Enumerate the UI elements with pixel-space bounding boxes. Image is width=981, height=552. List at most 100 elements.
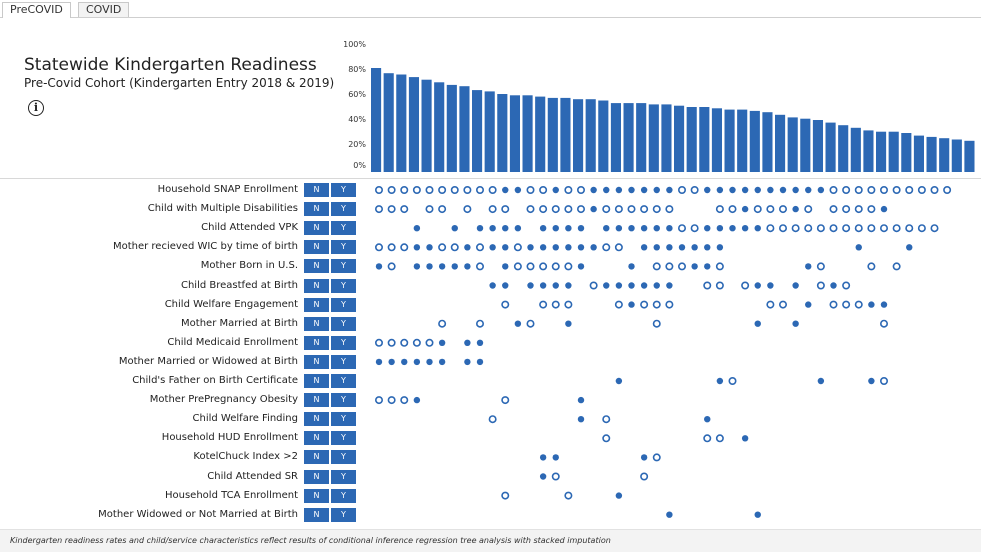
readiness-bar[interactable]: [711, 108, 723, 172]
filter-y-button[interactable]: Y: [331, 297, 356, 312]
filter-n-button[interactable]: N: [304, 431, 329, 446]
filter-n-button[interactable]: N: [304, 374, 329, 388]
readiness-bar[interactable]: [459, 86, 470, 172]
readiness-bar[interactable]: [408, 77, 420, 172]
readiness-bar[interactable]: [623, 103, 634, 172]
info-icon[interactable]: i: [28, 100, 44, 116]
open-dot: [551, 472, 560, 481]
filter-y-button[interactable]: Y: [331, 450, 356, 465]
readiness-bar[interactable]: [661, 104, 672, 172]
filter-n-button[interactable]: N: [304, 278, 329, 293]
filter-y-button[interactable]: Y: [331, 259, 356, 274]
readiness-bar[interactable]: [888, 131, 899, 172]
filter-y-button[interactable]: Y: [331, 221, 356, 236]
filter-y-button[interactable]: Y: [331, 202, 356, 217]
readiness-bar[interactable]: [598, 100, 609, 173]
filled-dot: [754, 511, 761, 518]
readiness-bar[interactable]: [585, 99, 596, 172]
readiness-bar[interactable]: [396, 74, 407, 173]
open-dot: [690, 186, 699, 195]
readiness-bar[interactable]: [648, 104, 659, 172]
readiness-bar[interactable]: [850, 127, 861, 172]
readiness-bar[interactable]: [522, 95, 533, 172]
readiness-bar[interactable]: [421, 79, 432, 172]
filter-y-button[interactable]: Y: [331, 431, 356, 446]
y-tick-label: 80%: [348, 65, 366, 74]
filled-dot: [464, 263, 471, 270]
open-dot: [400, 205, 409, 214]
filter-n-button[interactable]: N: [304, 240, 329, 255]
readiness-bar[interactable]: [371, 68, 382, 172]
readiness-bar[interactable]: [749, 110, 760, 172]
filter-y-button[interactable]: Y: [331, 240, 356, 255]
tab-covid[interactable]: COVID: [78, 2, 130, 17]
filter-y-button[interactable]: Y: [331, 354, 356, 369]
open-dot: [488, 415, 497, 424]
readiness-bar[interactable]: [484, 91, 495, 172]
readiness-bar[interactable]: [434, 82, 445, 172]
filter-y-button[interactable]: Y: [331, 393, 356, 408]
readiness-bar[interactable]: [901, 133, 912, 172]
readiness-bar[interactable]: [812, 120, 824, 172]
readiness-bar[interactable]: [724, 109, 735, 172]
filter-y-button[interactable]: Y: [331, 374, 356, 388]
filter-n-button[interactable]: N: [304, 488, 329, 503]
filter-n-button[interactable]: N: [304, 507, 329, 522]
readiness-bar[interactable]: [762, 112, 773, 172]
filter-y-button[interactable]: Y: [331, 469, 356, 484]
filter-n-button[interactable]: N: [304, 202, 329, 217]
filter-n-button[interactable]: N: [304, 354, 329, 369]
readiness-bar[interactable]: [913, 135, 925, 172]
readiness-bar[interactable]: [610, 103, 622, 172]
readiness-bar[interactable]: [800, 118, 811, 172]
readiness-bar[interactable]: [863, 130, 874, 172]
readiness-bar[interactable]: [737, 109, 748, 172]
readiness-bar[interactable]: [775, 114, 786, 172]
tab-precovid[interactable]: PreCOVID: [2, 2, 71, 18]
filter-n-button[interactable]: N: [304, 259, 329, 274]
readiness-bar[interactable]: [876, 131, 887, 172]
filter-y-button[interactable]: Y: [331, 183, 356, 197]
readiness-bar[interactable]: [509, 95, 521, 172]
readiness-bar[interactable]: [926, 136, 937, 172]
filter-y-button[interactable]: Y: [331, 507, 356, 522]
row-label: Child Medicaid Enrollment: [167, 336, 298, 348]
filled-dot: [741, 435, 749, 442]
readiness-bar[interactable]: [636, 103, 647, 172]
filter-y-button[interactable]: Y: [331, 278, 356, 293]
readiness-bar[interactable]: [674, 105, 685, 172]
open-dot: [677, 262, 686, 271]
readiness-bar[interactable]: [964, 140, 975, 172]
filter-n-button[interactable]: N: [304, 393, 329, 408]
readiness-bar[interactable]: [699, 107, 710, 172]
filter-n-button[interactable]: N: [304, 335, 329, 350]
filter-y-button[interactable]: Y: [331, 488, 356, 503]
readiness-bar[interactable]: [573, 99, 584, 172]
open-dot: [905, 224, 914, 233]
open-dot: [551, 262, 560, 271]
readiness-bar[interactable]: [838, 125, 849, 172]
readiness-bar[interactable]: [951, 139, 962, 173]
filter-y-button[interactable]: Y: [331, 335, 356, 350]
readiness-bar[interactable]: [787, 117, 798, 172]
readiness-bar[interactable]: [686, 107, 697, 172]
readiness-bar[interactable]: [497, 94, 508, 172]
filter-n-button[interactable]: N: [304, 316, 329, 331]
readiness-bar[interactable]: [446, 84, 457, 172]
filter-n-button[interactable]: N: [304, 469, 329, 484]
readiness-bar[interactable]: [535, 96, 546, 172]
filter-y-button[interactable]: Y: [331, 412, 356, 427]
filter-n-button[interactable]: N: [304, 297, 329, 312]
filter-n-button[interactable]: N: [304, 412, 329, 427]
readiness-bar[interactable]: [560, 97, 571, 172]
readiness-bar[interactable]: [383, 73, 394, 172]
filter-y-button[interactable]: Y: [331, 316, 356, 331]
filter-n-button[interactable]: N: [304, 221, 329, 236]
readiness-bar[interactable]: [939, 138, 950, 172]
readiness-bar[interactable]: [547, 97, 558, 172]
filter-n-button[interactable]: N: [304, 183, 329, 197]
readiness-bar[interactable]: [825, 122, 836, 172]
filled-dot: [413, 358, 421, 366]
filter-n-button[interactable]: N: [304, 450, 329, 465]
readiness-bar[interactable]: [472, 90, 483, 172]
